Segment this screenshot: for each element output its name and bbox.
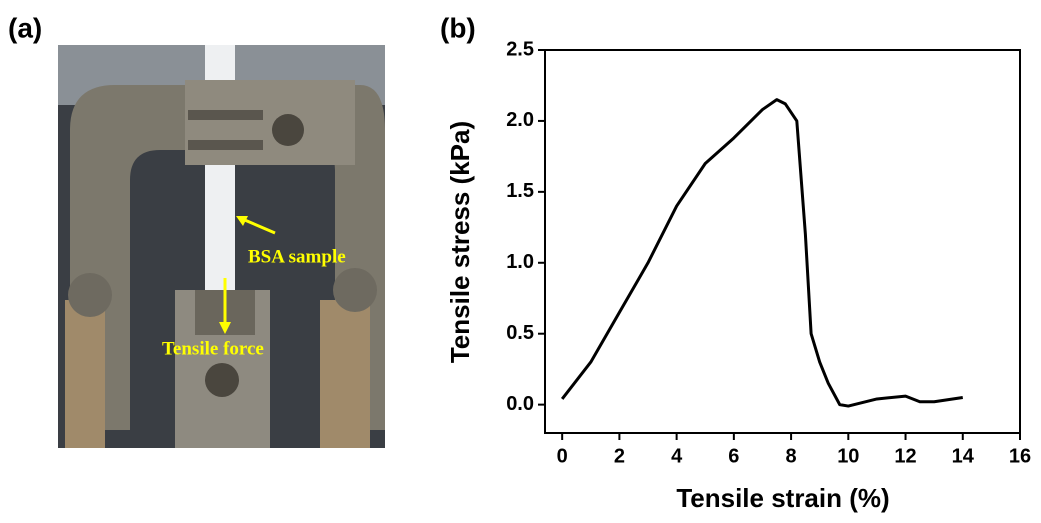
x-tick-label: 2 bbox=[614, 445, 625, 467]
x-tick-label: 4 bbox=[671, 445, 683, 467]
photo bbox=[58, 45, 385, 448]
y-tick-label: 2.0 bbox=[506, 109, 534, 131]
x-tick-label: 14 bbox=[952, 445, 975, 467]
data-line bbox=[560, 98, 963, 408]
y-tick-label: 1.5 bbox=[506, 180, 534, 202]
x-tick-label: 0 bbox=[557, 445, 568, 467]
y-tick-label: 0.0 bbox=[506, 393, 534, 415]
panel-label: (a) bbox=[8, 12, 42, 43]
x-tick-label: 10 bbox=[837, 445, 859, 467]
x-tick-label: 16 bbox=[1009, 445, 1031, 467]
x-axis-title: Tensile strain (%) bbox=[676, 483, 889, 513]
x-tick-label: 6 bbox=[728, 445, 739, 467]
x-tick-label: 8 bbox=[786, 445, 797, 467]
y-axis-title: Tensile stress (kPa) bbox=[445, 121, 475, 363]
y-tick-label: 2.5 bbox=[506, 38, 534, 60]
y-tick-label: 0.5 bbox=[506, 322, 534, 344]
annotation: BSA sample bbox=[248, 246, 346, 267]
annotation: Tensile force bbox=[162, 338, 264, 359]
plot-frame bbox=[544, 49, 1021, 434]
y-tick-label: 1.0 bbox=[506, 251, 534, 273]
panel-label: (b) bbox=[440, 12, 476, 43]
x-tick-label: 12 bbox=[894, 445, 916, 467]
